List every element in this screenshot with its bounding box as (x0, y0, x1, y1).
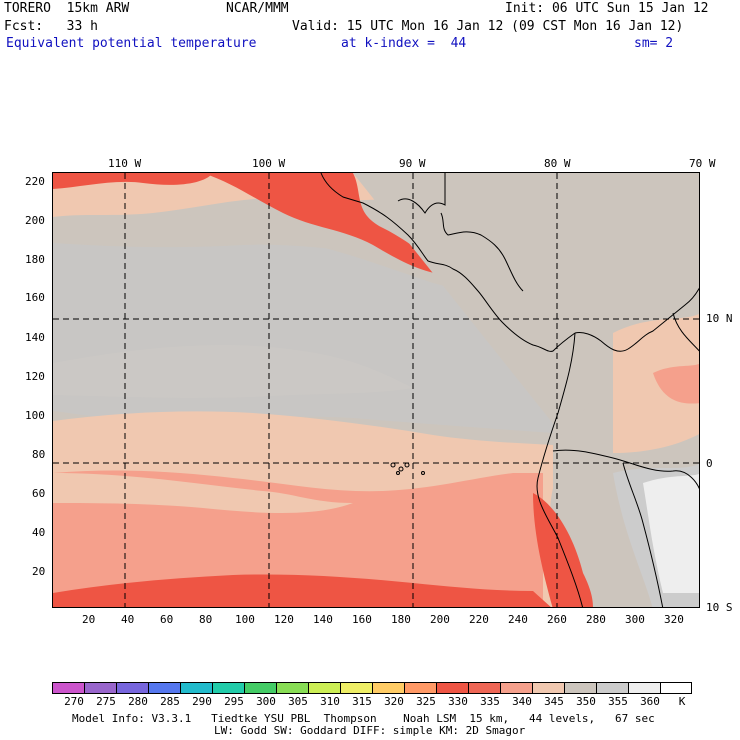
forecast-hour: Fcst: 33 h (4, 19, 98, 34)
x-grid-label: 40 (121, 613, 135, 626)
y-grid-label: 60 (32, 487, 46, 500)
colorbar-label: 310 (320, 695, 340, 708)
y-grid-label: 80 (32, 448, 46, 461)
colorbar-label: 355 (608, 695, 628, 708)
x-grid-label: 60 (160, 613, 174, 626)
coastlines (320, 173, 699, 607)
colorbar-swatch (596, 682, 628, 694)
y-grid-label: 140 (25, 331, 45, 344)
colorbar-swatch (244, 682, 276, 694)
y-grid-label: 200 (25, 214, 45, 227)
y-grid-label: 180 (25, 253, 45, 266)
y-grid-label: 40 (32, 526, 46, 539)
colorbar-swatch (308, 682, 340, 694)
lon-label: 70 W (689, 157, 716, 170)
colorbar-label: 290 (192, 695, 212, 708)
colorbar-swatch (468, 682, 500, 694)
land-region (353, 173, 699, 607)
theta-e-340-patch (53, 473, 353, 513)
x-grid-label: 180 (391, 613, 411, 626)
colorbar-label: 360 (640, 695, 660, 708)
colorbar-swatch (276, 682, 308, 694)
colorbar-label: 320 (384, 695, 404, 708)
colorbar-label: 315 (352, 695, 372, 708)
x-grid-label: 260 (547, 613, 567, 626)
colorbar-swatch (436, 682, 468, 694)
colorbar-label: 330 (448, 695, 468, 708)
lon-label: 80 W (544, 157, 571, 170)
colorbar-label: 305 (288, 695, 308, 708)
theta-e-335-colombia (653, 363, 699, 404)
colorbar-label: 285 (160, 695, 180, 708)
colorbar-label: 300 (256, 695, 276, 708)
colorbar-swatch (84, 682, 116, 694)
x-grid-label: 300 (625, 613, 645, 626)
y-grid-label: 20 (32, 565, 46, 578)
colorbar-label: K (678, 695, 686, 708)
colorbar-swatch (660, 682, 692, 694)
x-grid-label: 160 (352, 613, 372, 626)
colorbar-swatch (372, 682, 404, 694)
x-grid-label: 280 (586, 613, 606, 626)
physics-info: LW: Godd SW: Goddard DIFF: simple KM: 2D… (214, 724, 526, 737)
y-grid-label: 220 (25, 175, 45, 188)
smoothing: sm= 2 (634, 36, 674, 51)
map-panel (52, 172, 700, 608)
colorbar-label: 335 (480, 695, 500, 708)
colorbar-swatch (532, 682, 564, 694)
y-grid-label: 120 (25, 370, 45, 383)
x-grid-label: 140 (313, 613, 333, 626)
x-grid-label: 100 (235, 613, 255, 626)
x-grid-label: 20 (82, 613, 96, 626)
theta-e-340-colombia (613, 313, 699, 453)
theta-e-350-band (53, 344, 413, 398)
y-grid-label: 160 (25, 291, 45, 304)
center-name: NCAR/MMM (226, 1, 289, 16)
x-grid-label: 80 (199, 613, 213, 626)
x-grid-label: 120 (274, 613, 294, 626)
y-grid-label: 100 (25, 409, 45, 422)
model-name: TORERO 15km ARW (4, 1, 130, 16)
lon-label: 90 W (399, 157, 426, 170)
theta-e-330-mexico (203, 173, 453, 274)
colorbar-swatch (212, 682, 244, 694)
init-time: Init: 06 UTC Sun 15 Jan 12 (505, 1, 709, 16)
lat-label: 10 S (706, 601, 733, 614)
colorbar-swatch (340, 682, 372, 694)
colorbar-label: 270 (64, 695, 84, 708)
colorbar-label: 340 (512, 695, 532, 708)
colorbar-swatch (564, 682, 596, 694)
colorbar-label: 345 (544, 695, 564, 708)
model-info: Model Info: V3.3.1 Tiedtke YSU PBL Thomp… (72, 712, 655, 725)
lon-label: 110 W (108, 157, 142, 170)
x-grid-label: 220 (469, 613, 489, 626)
colorbar-label: 295 (224, 695, 244, 708)
colorbar-swatch (628, 682, 660, 694)
x-grid-label: 320 (664, 613, 684, 626)
theta-e-360-andes (643, 473, 699, 593)
colorbar-swatch (148, 682, 180, 694)
colorbar-swatch (52, 682, 84, 694)
colorbar-label: 325 (416, 695, 436, 708)
theta-e-map (53, 173, 699, 607)
lon-label: 100 W (252, 157, 286, 170)
theta-e-345-band (53, 201, 383, 253)
valid-time: Valid: 15 UTC Mon 16 Jan 12 (09 CST Mon … (292, 19, 684, 34)
x-grid-label: 200 (430, 613, 450, 626)
colorbar-swatch (404, 682, 436, 694)
lat-label: 10 N (706, 312, 733, 325)
theta-e-330-north-west (53, 173, 213, 189)
colorbar-swatch (500, 682, 532, 694)
theta-e-330-strip (53, 574, 551, 607)
colorbar-label: 280 (128, 695, 148, 708)
colorbar-swatch (116, 682, 148, 694)
level-index: at k-index = 44 (341, 36, 467, 51)
colorbar-label: 275 (96, 695, 116, 708)
lat-label: 0 (706, 457, 713, 470)
x-grid-label: 240 (508, 613, 528, 626)
field-name: Equivalent potential temperature (6, 36, 257, 51)
colorbar-swatch (180, 682, 212, 694)
colorbar-label: 350 (576, 695, 596, 708)
